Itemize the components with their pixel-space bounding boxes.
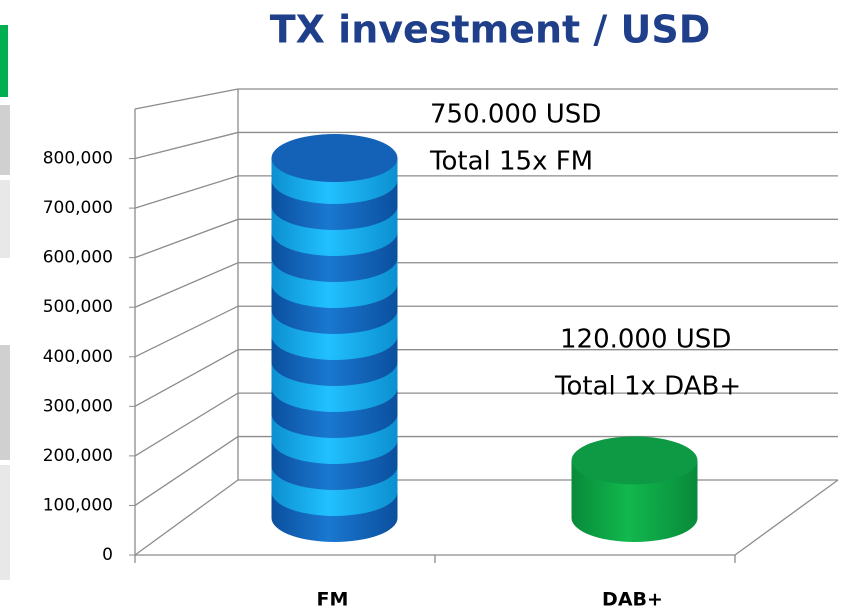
cylinder-top — [571, 436, 698, 485]
y-tick-label: 400,000 — [43, 347, 113, 367]
annotation: 120.000 USD — [560, 325, 731, 355]
wall-top-diag — [134, 88, 239, 110]
chart-title: TX investment / USD — [270, 8, 711, 52]
y-tick-label: 600,000 — [43, 248, 113, 268]
y-tick-label: 800,000 — [43, 149, 113, 169]
cylinder — [271, 134, 398, 542]
y-tick-label: 300,000 — [43, 396, 113, 416]
x-tick-label: FM — [317, 589, 349, 611]
y-tick-label: 100,000 — [43, 495, 113, 515]
grid-line — [134, 218, 838, 259]
stripe — [271, 466, 398, 516]
grid-line — [134, 305, 838, 358]
stripe — [271, 206, 398, 256]
annotation: Total 15x FM — [429, 147, 593, 177]
y-tick-label: 500,000 — [43, 297, 113, 317]
y-tick-label: 200,000 — [43, 446, 113, 466]
grid-line — [134, 479, 838, 556]
grid-line — [134, 349, 838, 407]
side-block — [0, 465, 10, 580]
annotation: 750.000 USD — [430, 100, 601, 130]
annotation: Total 1x DAB+ — [554, 372, 741, 402]
stripe — [271, 362, 398, 413]
side-block — [0, 345, 10, 460]
floor-edge — [135, 479, 839, 556]
y-tick-label: 0 — [102, 545, 113, 565]
cylinder — [571, 436, 698, 542]
stripe — [271, 258, 398, 308]
side-block — [0, 180, 10, 258]
stripe — [271, 414, 398, 464]
grid-line — [134, 131, 838, 160]
side-marker — [0, 25, 8, 97]
grid-line — [134, 435, 838, 506]
x-tick-label: DAB+ — [602, 589, 663, 611]
stripe — [271, 158, 398, 204]
y-tick-label: 700,000 — [43, 198, 113, 218]
grid-line — [134, 175, 838, 209]
cylinder-top — [271, 134, 398, 182]
grid-line — [134, 392, 838, 457]
side-block — [0, 105, 10, 175]
grid-line — [134, 262, 838, 308]
stripe — [271, 310, 398, 360]
